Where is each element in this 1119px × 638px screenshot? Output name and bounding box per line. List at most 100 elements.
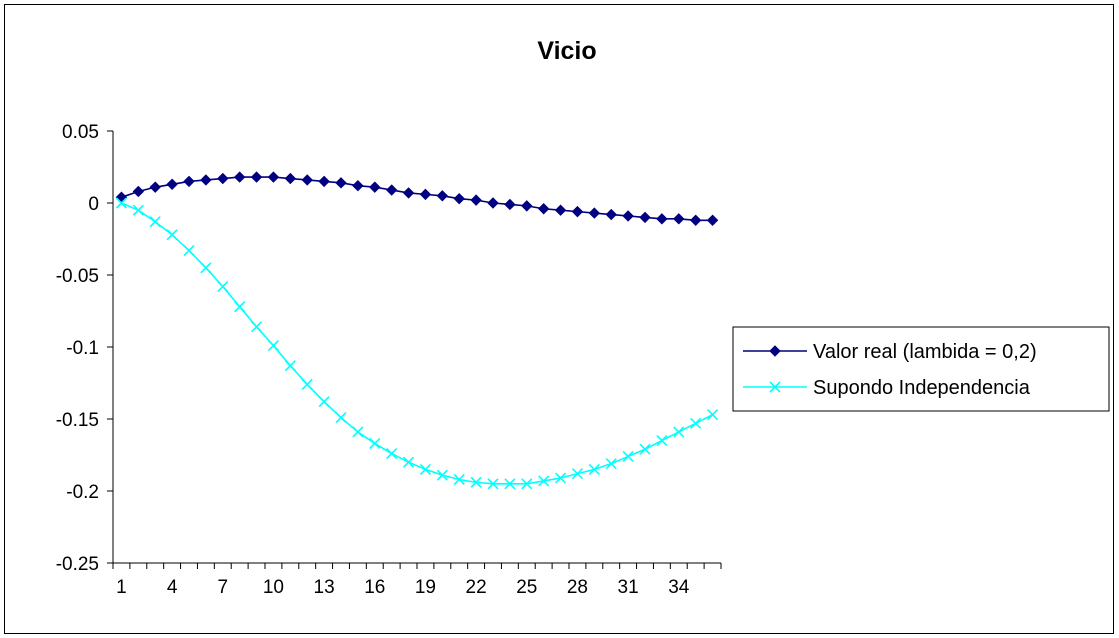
data-point	[656, 435, 668, 447]
legend-box	[732, 326, 1110, 412]
data-point	[588, 463, 600, 475]
data-point	[115, 197, 128, 209]
chart-title: Vicio	[537, 37, 596, 65]
x-marker-stroke	[115, 197, 128, 209]
series-2	[115, 197, 719, 490]
data-point	[217, 280, 229, 293]
x-tick-label: 10	[263, 577, 284, 598]
x-marker-stroke	[318, 396, 330, 408]
data-point	[487, 478, 499, 490]
data-point	[639, 443, 651, 455]
x-marker-stroke	[301, 378, 313, 391]
x-marker-stroke	[369, 437, 381, 450]
data-point	[335, 411, 347, 424]
series-1	[115, 171, 719, 226]
data-point	[673, 213, 685, 225]
legend-label: Supondo Independencia	[813, 377, 1031, 399]
data-point	[537, 203, 550, 215]
data-point	[453, 473, 465, 486]
data-point	[385, 184, 398, 196]
x-marker-stroke	[335, 411, 347, 424]
x-marker-stroke	[706, 409, 719, 421]
x-tick-label: 34	[668, 577, 690, 598]
data-point	[200, 262, 212, 274]
x-marker-stroke	[470, 476, 482, 488]
x-marker-stroke	[200, 262, 212, 274]
x-marker-stroke	[166, 229, 178, 241]
data-point	[318, 175, 330, 188]
data-point	[487, 197, 499, 209]
axes	[112, 131, 721, 564]
legend: Valor real (lambida = 0,2) Supondo Indepe…	[732, 326, 1110, 412]
data-point	[200, 174, 212, 186]
data-point	[673, 426, 685, 438]
data-point	[436, 469, 448, 481]
y-tick-label: 0.05	[62, 122, 99, 143]
data-point	[521, 200, 533, 212]
data-point	[183, 244, 195, 257]
data-point	[318, 396, 330, 408]
data-point	[538, 475, 550, 487]
data-point	[554, 204, 567, 216]
y-tick-label: -0.1	[66, 338, 99, 359]
data-point	[301, 174, 313, 186]
data-point	[166, 178, 178, 190]
y-tick-label: 0	[88, 194, 99, 215]
x-tick-label: 13	[314, 577, 335, 598]
data-point	[605, 458, 617, 470]
y-tick-label: -0.25	[56, 554, 99, 575]
x-marker-stroke	[419, 463, 432, 475]
x-tick-label: 22	[466, 577, 487, 598]
data-point	[504, 478, 516, 490]
series-layer	[115, 171, 719, 490]
data-point	[504, 198, 516, 211]
data-point	[386, 447, 398, 460]
x-marker-stroke	[554, 472, 567, 484]
data-point	[115, 191, 128, 203]
data-point	[149, 216, 161, 228]
chart-frame: Vicio 0.05 0 -0.05 -0.1 -0.15 -0.2 -0.25 1 4 7 10…	[4, 4, 1114, 634]
series-line	[121, 202, 713, 485]
data-point	[470, 194, 482, 206]
data-point	[588, 207, 601, 219]
data-point	[132, 185, 145, 198]
x-marker-stroke	[588, 463, 600, 475]
x-marker-stroke	[487, 478, 499, 490]
x-tick-label: 16	[364, 577, 385, 598]
data-point	[605, 208, 617, 221]
data-point	[690, 417, 702, 429]
data-point	[183, 175, 195, 188]
data-point	[233, 171, 246, 183]
data-point	[706, 409, 719, 421]
legend-label: Valor real (lambida = 0,2)	[813, 341, 1037, 363]
x-marker-stroke	[132, 204, 144, 216]
data-point	[419, 188, 432, 201]
x-marker-stroke	[605, 458, 617, 470]
data-point	[250, 321, 263, 333]
x-marker-stroke	[267, 339, 280, 352]
data-point	[453, 192, 465, 205]
data-point	[470, 476, 482, 488]
x-marker-stroke	[149, 216, 161, 228]
x-tick-label: 28	[567, 577, 588, 598]
data-point	[301, 378, 313, 391]
data-point	[369, 181, 381, 193]
x-marker-stroke	[250, 321, 263, 333]
data-point	[166, 229, 178, 241]
data-point	[689, 214, 702, 226]
x-marker-stroke	[538, 475, 550, 487]
legend-marker	[769, 345, 781, 357]
data-point	[267, 339, 280, 352]
y-tick-label: -0.15	[56, 410, 99, 431]
data-point	[436, 190, 449, 202]
data-point	[132, 204, 144, 216]
data-point	[284, 360, 296, 372]
data-point	[622, 450, 634, 463]
data-point	[217, 172, 229, 185]
data-point	[639, 211, 651, 224]
data-point	[571, 205, 584, 218]
data-point	[402, 187, 415, 199]
data-point	[571, 468, 584, 480]
x-marker-stroke	[673, 426, 685, 438]
x-tick-label: 19	[415, 577, 436, 598]
